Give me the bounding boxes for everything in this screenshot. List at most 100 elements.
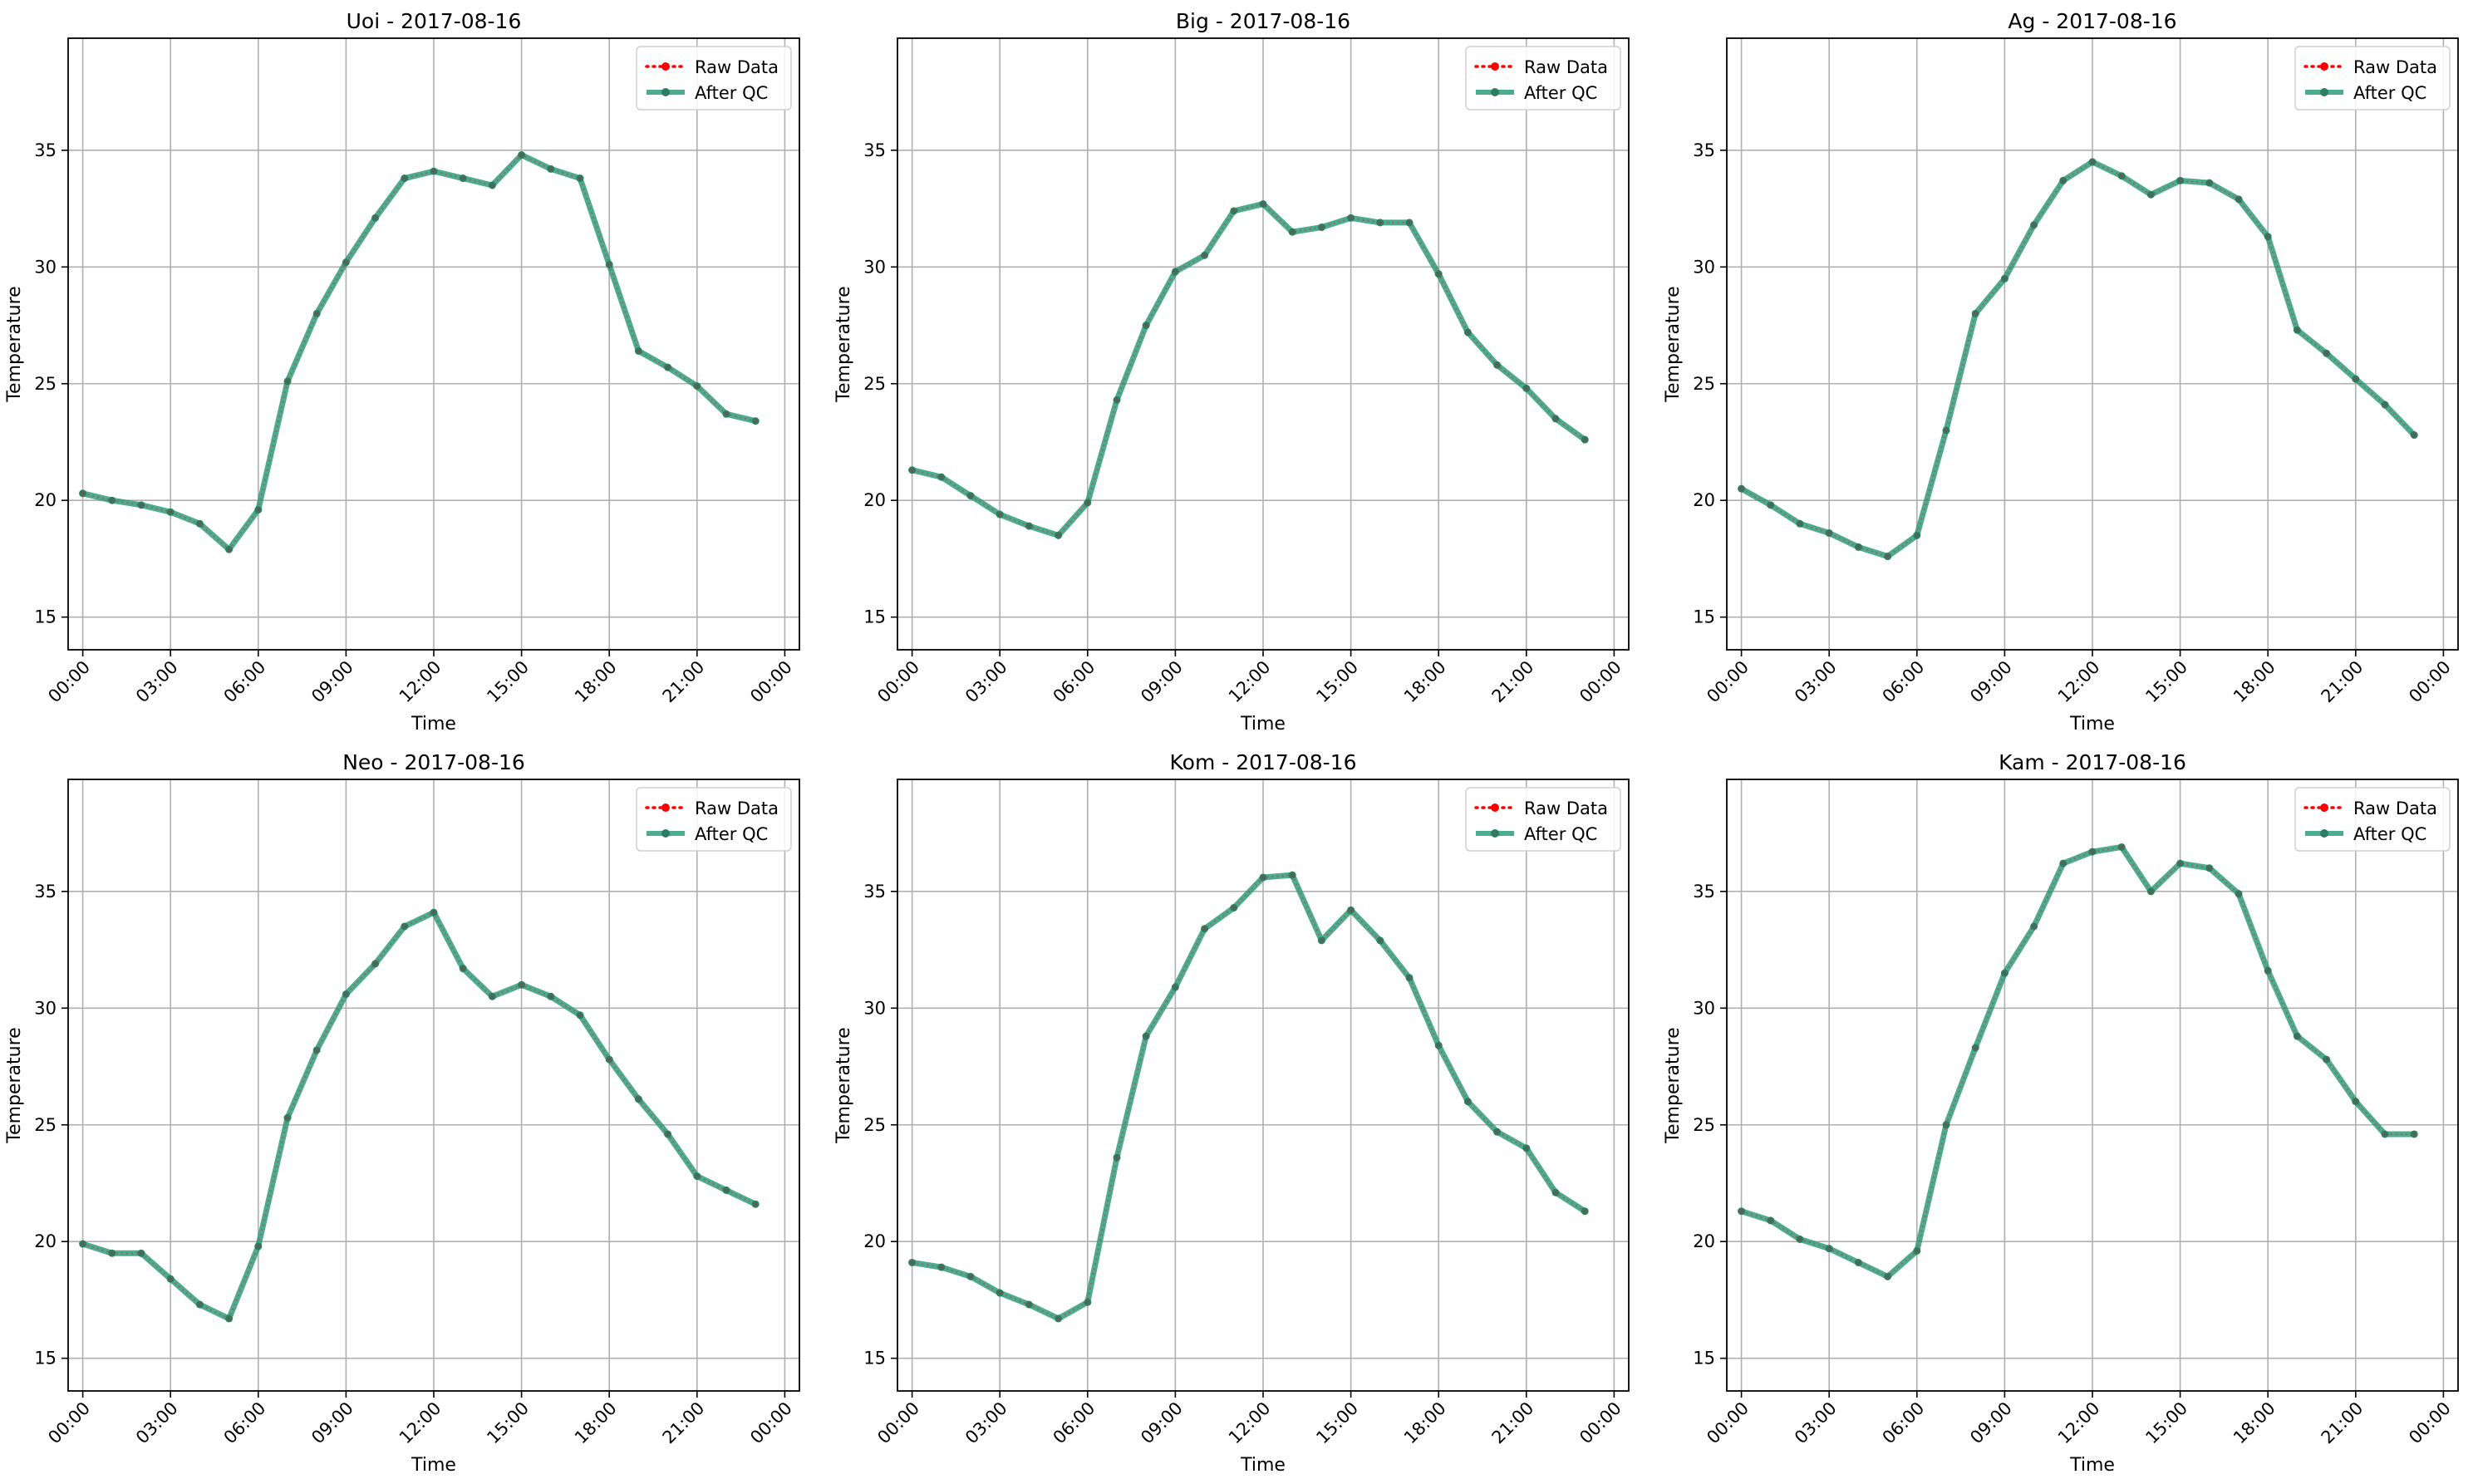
data-point-raw bbox=[2032, 223, 2036, 227]
data-point-after-qc bbox=[2000, 969, 2008, 977]
x-tick-label: 03:00 bbox=[1791, 657, 1841, 707]
data-point-after-qc bbox=[1884, 1272, 1892, 1280]
data-point-after-qc bbox=[1551, 415, 1560, 423]
data-point-raw bbox=[2061, 862, 2065, 866]
y-tick-label: 20 bbox=[34, 490, 57, 510]
data-point-after-qc bbox=[1376, 936, 1384, 945]
legend-marker-raw-data bbox=[661, 803, 670, 812]
x-tick-label: 06:00 bbox=[220, 657, 270, 707]
x-axis-label: Time bbox=[411, 714, 456, 735]
data-point-after-qc bbox=[2146, 190, 2155, 199]
data-point-after-qc bbox=[1463, 328, 1472, 337]
y-tick-label: 25 bbox=[863, 374, 886, 394]
data-point-raw bbox=[939, 1265, 943, 1270]
x-tick-label: 00:00 bbox=[2405, 1398, 2455, 1448]
data-point-raw bbox=[2353, 1099, 2358, 1103]
data-point-after-qc bbox=[283, 1113, 292, 1122]
data-point-after-qc bbox=[996, 1289, 1004, 1297]
data-point-raw bbox=[910, 1260, 914, 1265]
data-point-raw bbox=[140, 503, 143, 507]
data-point-after-qc bbox=[137, 1249, 145, 1257]
x-tick-label: 09:00 bbox=[1137, 1398, 1187, 1448]
data-point-after-qc bbox=[1084, 1298, 1092, 1306]
data-point-after-qc bbox=[225, 1314, 234, 1323]
x-axis-label: Time bbox=[2069, 1455, 2115, 1476]
data-point-raw bbox=[2237, 892, 2240, 896]
data-point-after-qc bbox=[488, 181, 496, 189]
y-axis-label: Temperature bbox=[1663, 1027, 1684, 1143]
data-point-raw bbox=[519, 153, 524, 157]
x-tick-label: 15:00 bbox=[2141, 657, 2191, 707]
x-tick-label: 06:00 bbox=[1879, 657, 1929, 707]
x-tick-label: 18:00 bbox=[571, 1398, 621, 1448]
data-point-after-qc bbox=[1055, 531, 1063, 539]
data-point-raw bbox=[519, 983, 524, 987]
y-tick-label: 25 bbox=[34, 374, 57, 394]
data-point-raw bbox=[1261, 875, 1265, 879]
data-point-raw bbox=[1798, 522, 1802, 526]
legend-label-raw-data: Raw Data bbox=[1524, 799, 1608, 818]
data-point-after-qc bbox=[1971, 1044, 1979, 1052]
data-point-raw bbox=[1856, 1260, 1861, 1265]
data-point-after-qc bbox=[2088, 848, 2097, 856]
data-point-raw bbox=[1085, 1300, 1089, 1305]
data-point-after-qc bbox=[1581, 435, 1589, 444]
x-tick-label: 12:00 bbox=[1225, 1398, 1275, 1448]
x-tick-label: 21:00 bbox=[1488, 657, 1538, 707]
data-point-raw bbox=[1115, 398, 1119, 402]
x-tick-label: 12:00 bbox=[1225, 657, 1275, 707]
data-point-after-qc bbox=[1084, 499, 1092, 507]
data-point-after-qc bbox=[342, 258, 350, 267]
data-point-raw bbox=[1056, 533, 1060, 538]
data-point-raw bbox=[754, 1202, 758, 1206]
x-tick-label: 00:00 bbox=[44, 1398, 94, 1448]
series-line-raw-data bbox=[82, 154, 756, 551]
data-point-after-qc bbox=[283, 377, 292, 386]
data-point-raw bbox=[461, 176, 465, 180]
data-point-raw bbox=[256, 1244, 260, 1248]
data-point-raw bbox=[373, 961, 377, 966]
data-point-after-qc bbox=[1230, 207, 1238, 215]
data-point-after-qc bbox=[996, 510, 1004, 518]
data-point-raw bbox=[548, 167, 553, 171]
subplot-3: 15 20 25 30 35 00:00 03:00 06:00 09:00 12:00 15:00… bbox=[1663, 9, 2459, 735]
data-point-after-qc bbox=[1493, 361, 1502, 369]
data-point-after-qc bbox=[1522, 1144, 1531, 1152]
data-point-raw bbox=[402, 176, 406, 180]
data-point-raw bbox=[1945, 428, 1948, 432]
data-point-raw bbox=[1349, 216, 1353, 220]
data-point-raw bbox=[1466, 330, 1470, 334]
data-point-raw bbox=[169, 1277, 173, 1281]
x-tick-label: 09:00 bbox=[1137, 657, 1187, 707]
data-point-raw bbox=[2353, 377, 2358, 381]
data-point-after-qc bbox=[108, 1249, 116, 1257]
data-point-after-qc bbox=[605, 1055, 613, 1064]
data-point-raw bbox=[695, 1174, 699, 1178]
data-point-after-qc bbox=[1113, 1153, 1121, 1162]
data-point-raw bbox=[1886, 554, 1890, 558]
y-tick-label: 35 bbox=[1693, 140, 1715, 160]
x-tick-label: 21:00 bbox=[1488, 1398, 1538, 1448]
legend-marker-after-qc bbox=[1491, 829, 1499, 838]
data-point-after-qc bbox=[459, 174, 467, 183]
y-tick-label: 15 bbox=[863, 1349, 886, 1369]
x-tick-label: 18:00 bbox=[571, 657, 621, 707]
data-point-raw bbox=[1798, 1237, 1802, 1241]
legend: Raw Data After QC bbox=[1465, 46, 1621, 111]
series-line-after-qc bbox=[909, 872, 1588, 1322]
data-point-after-qc bbox=[166, 508, 175, 516]
x-tick-label: 09:00 bbox=[307, 1398, 357, 1448]
data-point-raw bbox=[227, 1316, 231, 1320]
data-point-raw bbox=[1408, 975, 1411, 980]
data-point-after-qc bbox=[1884, 553, 1892, 561]
y-tick-label: 35 bbox=[863, 882, 886, 902]
data-point-after-qc bbox=[195, 1300, 204, 1309]
data-point-after-qc bbox=[634, 346, 642, 355]
data-point-after-qc bbox=[1434, 1041, 1443, 1049]
data-point-after-qc bbox=[937, 1263, 946, 1271]
y-tick-label: 25 bbox=[863, 1115, 886, 1135]
data-point-raw bbox=[2324, 1058, 2328, 1062]
data-point-after-qc bbox=[371, 214, 380, 222]
data-point-after-qc bbox=[2323, 349, 2331, 357]
